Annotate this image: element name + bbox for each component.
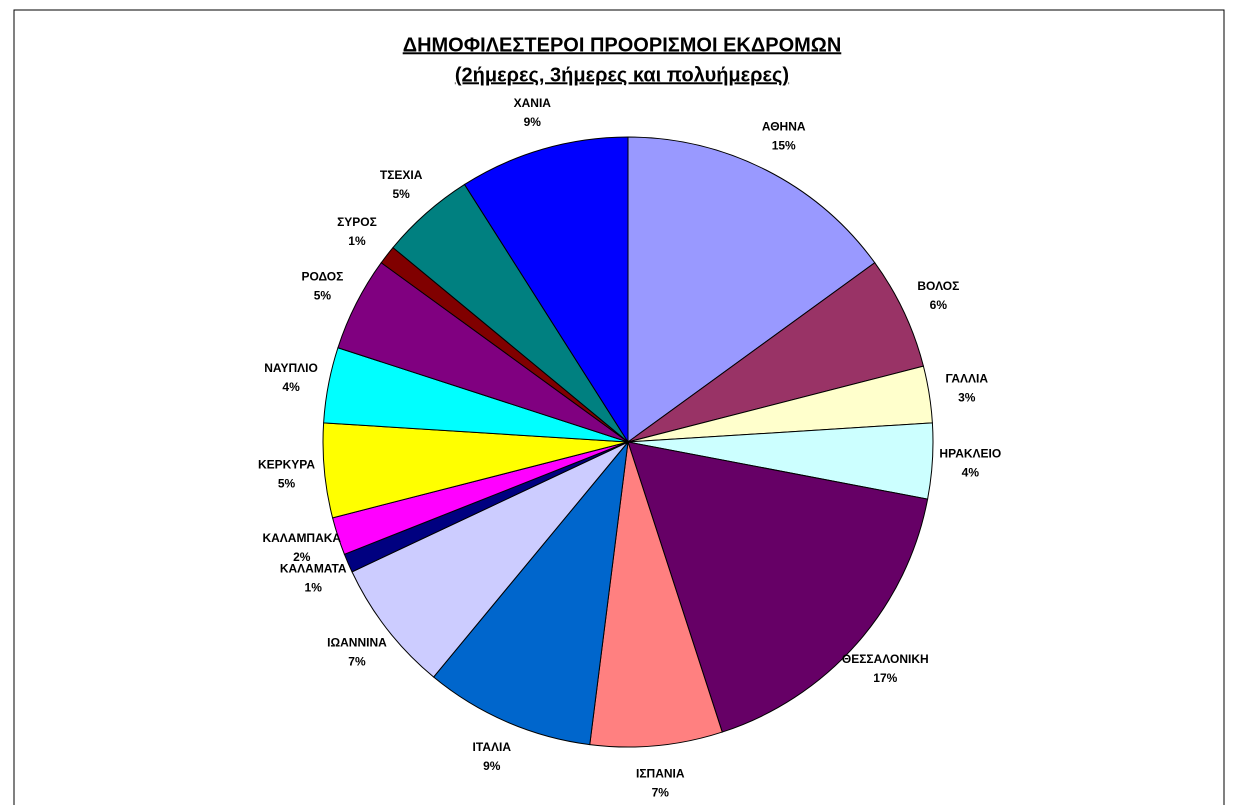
slice-value-label: 1% xyxy=(348,234,366,248)
pie-slice xyxy=(627,136,876,443)
slice-label: ΝΑΥΠΛΙΟ xyxy=(264,361,318,375)
slice-label: ΑΘΗΝΑ xyxy=(762,120,806,134)
slice-label: ΘΕΣΣΑΛΟΝΙΚΗ xyxy=(842,652,929,666)
slice-value-label: 9% xyxy=(483,759,501,773)
slice-label: ΓΑΛΛΙΑ xyxy=(945,372,988,386)
slice-value-label: 4% xyxy=(962,466,980,480)
slice-label: ΙΣΠΑΝΙΑ xyxy=(636,767,685,781)
slice-label: ΣΥΡΟΣ xyxy=(337,215,377,229)
chart-title: ΔΗΜΟΦΙΛΕΣΤΕΡΟΙ ΠΡΟΟΡΙΣΜΟΙ ΕΚΔΡΟΜΩΝ xyxy=(403,34,842,56)
slice-label: ΙΤΑΛΙΑ xyxy=(473,740,512,754)
pie-slice xyxy=(463,136,629,444)
slice-value-label: 7% xyxy=(348,654,366,668)
slice-value-label: 7% xyxy=(652,786,670,800)
chart-subtitle: (2ήμερες, 3ήμερες και πολυήμερες) xyxy=(455,64,789,86)
slice-label: ΙΩΑΝΝΙΝΑ xyxy=(327,635,387,649)
slice-label: ΒΟΛΟΣ xyxy=(917,279,959,293)
slice-label: ΗΡΑΚΛΕΙΟ xyxy=(939,447,1001,461)
slice-label: ΚΑΛΑΜΠΑΚΑ xyxy=(262,531,341,545)
slice-label: ΚΕΡΚΥΡΑ xyxy=(258,457,315,471)
slice-value-label: 1% xyxy=(305,580,323,594)
pie-slice xyxy=(589,441,723,748)
slice-value-label: 4% xyxy=(282,380,300,394)
slice-label: ΧΑΝΙΑ xyxy=(514,96,552,110)
slice-value-label: 17% xyxy=(873,671,897,685)
slice-value-label: 15% xyxy=(772,139,796,153)
pie-slice xyxy=(627,441,929,733)
slice-value-label: 5% xyxy=(278,476,296,490)
slice-value-label: 5% xyxy=(314,288,332,302)
pie-slice xyxy=(432,440,629,746)
slice-value-label: 2% xyxy=(293,550,311,564)
slice-label: ΤΣΕΧΙΑ xyxy=(380,168,423,182)
pie-slice xyxy=(351,441,629,678)
slice-label: ΚΑΛΑΜΑΤΑ xyxy=(280,561,347,575)
slice-label: ΡΟΔΟΣ xyxy=(301,269,343,283)
slice-value-label: 9% xyxy=(524,115,542,129)
slice-value-label: 6% xyxy=(930,298,948,312)
slice-value-label: 3% xyxy=(958,391,976,405)
slice-value-label: 5% xyxy=(392,187,410,201)
